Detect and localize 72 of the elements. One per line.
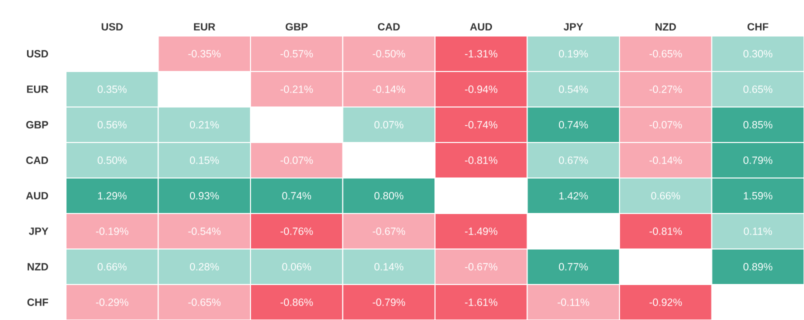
data-label: 0.30% <box>743 50 772 58</box>
y-tick-label: CAD <box>26 156 48 164</box>
data-label: 0.79% <box>743 156 772 164</box>
data-label: 1.59% <box>744 192 772 200</box>
data-label: -0.35% <box>188 50 221 58</box>
data-label: -0.86% <box>280 298 313 306</box>
data-label: 1.42% <box>559 192 588 200</box>
data-label: -0.07% <box>650 121 682 128</box>
data-label: -0.79% <box>372 298 406 306</box>
data-label: 1.29% <box>98 192 127 200</box>
x-tick-label: GBP <box>286 23 308 30</box>
x-tick-label: JPY <box>564 23 584 30</box>
data-label: -1.31% <box>465 50 498 58</box>
data-label: 0.54% <box>558 86 588 93</box>
data-label: 0.21% <box>190 121 219 128</box>
x-tick-label: NZD <box>656 23 676 30</box>
data-label: 0.65% <box>743 86 772 93</box>
data-label: -0.54% <box>188 228 221 235</box>
data-label: 0.67% <box>558 156 588 164</box>
data-label: 0.19% <box>558 50 588 58</box>
data-label: -0.14% <box>372 86 406 93</box>
x-tick-label: USD <box>102 23 123 30</box>
data-label: 0.80% <box>374 192 404 200</box>
data-label: 0.74% <box>558 121 588 128</box>
data-label: -0.67% <box>372 228 406 235</box>
x-tick-label: AUD <box>470 23 492 30</box>
data-label: 0.07% <box>374 121 404 128</box>
data-label: -0.94% <box>465 86 498 93</box>
data-label: -0.92% <box>650 298 682 306</box>
data-label: 0.66% <box>651 192 680 200</box>
data-label: 0.56% <box>98 121 127 128</box>
data-label: 0.66% <box>98 263 127 270</box>
data-label: -1.49% <box>465 228 498 235</box>
data-label: 0.50% <box>98 156 127 164</box>
data-label: -0.67% <box>465 263 498 270</box>
y-tick-label: GBP <box>26 121 48 128</box>
y-tick-label: EUR <box>27 86 48 93</box>
data-label: 0.14% <box>374 263 404 270</box>
data-label: 0.77% <box>558 263 588 270</box>
data-label: 0.15% <box>190 156 219 164</box>
data-label: 0.35% <box>98 86 127 93</box>
y-tick-label: USD <box>27 50 48 58</box>
data-label: -0.81% <box>465 156 498 164</box>
data-label: 0.11% <box>744 228 772 235</box>
data-label: -1.61% <box>465 298 498 306</box>
data-label: -0.11% <box>558 298 590 306</box>
y-tick-label: NZD <box>28 263 48 270</box>
data-label: -0.57% <box>280 50 313 58</box>
data-label: -0.65% <box>650 50 682 58</box>
data-label: -0.29% <box>96 298 128 306</box>
data-label: -0.74% <box>465 121 498 128</box>
data-label: 0.85% <box>743 121 772 128</box>
data-label: -0.19% <box>96 228 128 235</box>
data-label: -0.81% <box>650 228 682 235</box>
data-label: 0.06% <box>282 263 312 270</box>
x-tick-label: CHF <box>748 23 768 30</box>
data-label: 0.28% <box>190 263 219 270</box>
y-tick-label: AUD <box>26 192 48 200</box>
data-label: 0.74% <box>282 192 312 200</box>
data-label: -0.50% <box>372 50 406 58</box>
data-label: -0.07% <box>280 156 313 164</box>
data-label: -0.21% <box>280 86 313 93</box>
data-label: -0.76% <box>280 228 313 235</box>
x-tick-label: EUR <box>194 23 216 30</box>
y-tick-label: CHF <box>27 298 48 306</box>
data-label: -0.14% <box>650 156 682 164</box>
y-tick-label: JPY <box>28 228 48 235</box>
data-label: 0.93% <box>190 192 219 200</box>
x-tick-label: CAD <box>378 23 400 30</box>
data-label: -0.65% <box>188 298 221 306</box>
data-label: -0.27% <box>650 86 682 93</box>
data-label: 0.89% <box>743 263 772 270</box>
